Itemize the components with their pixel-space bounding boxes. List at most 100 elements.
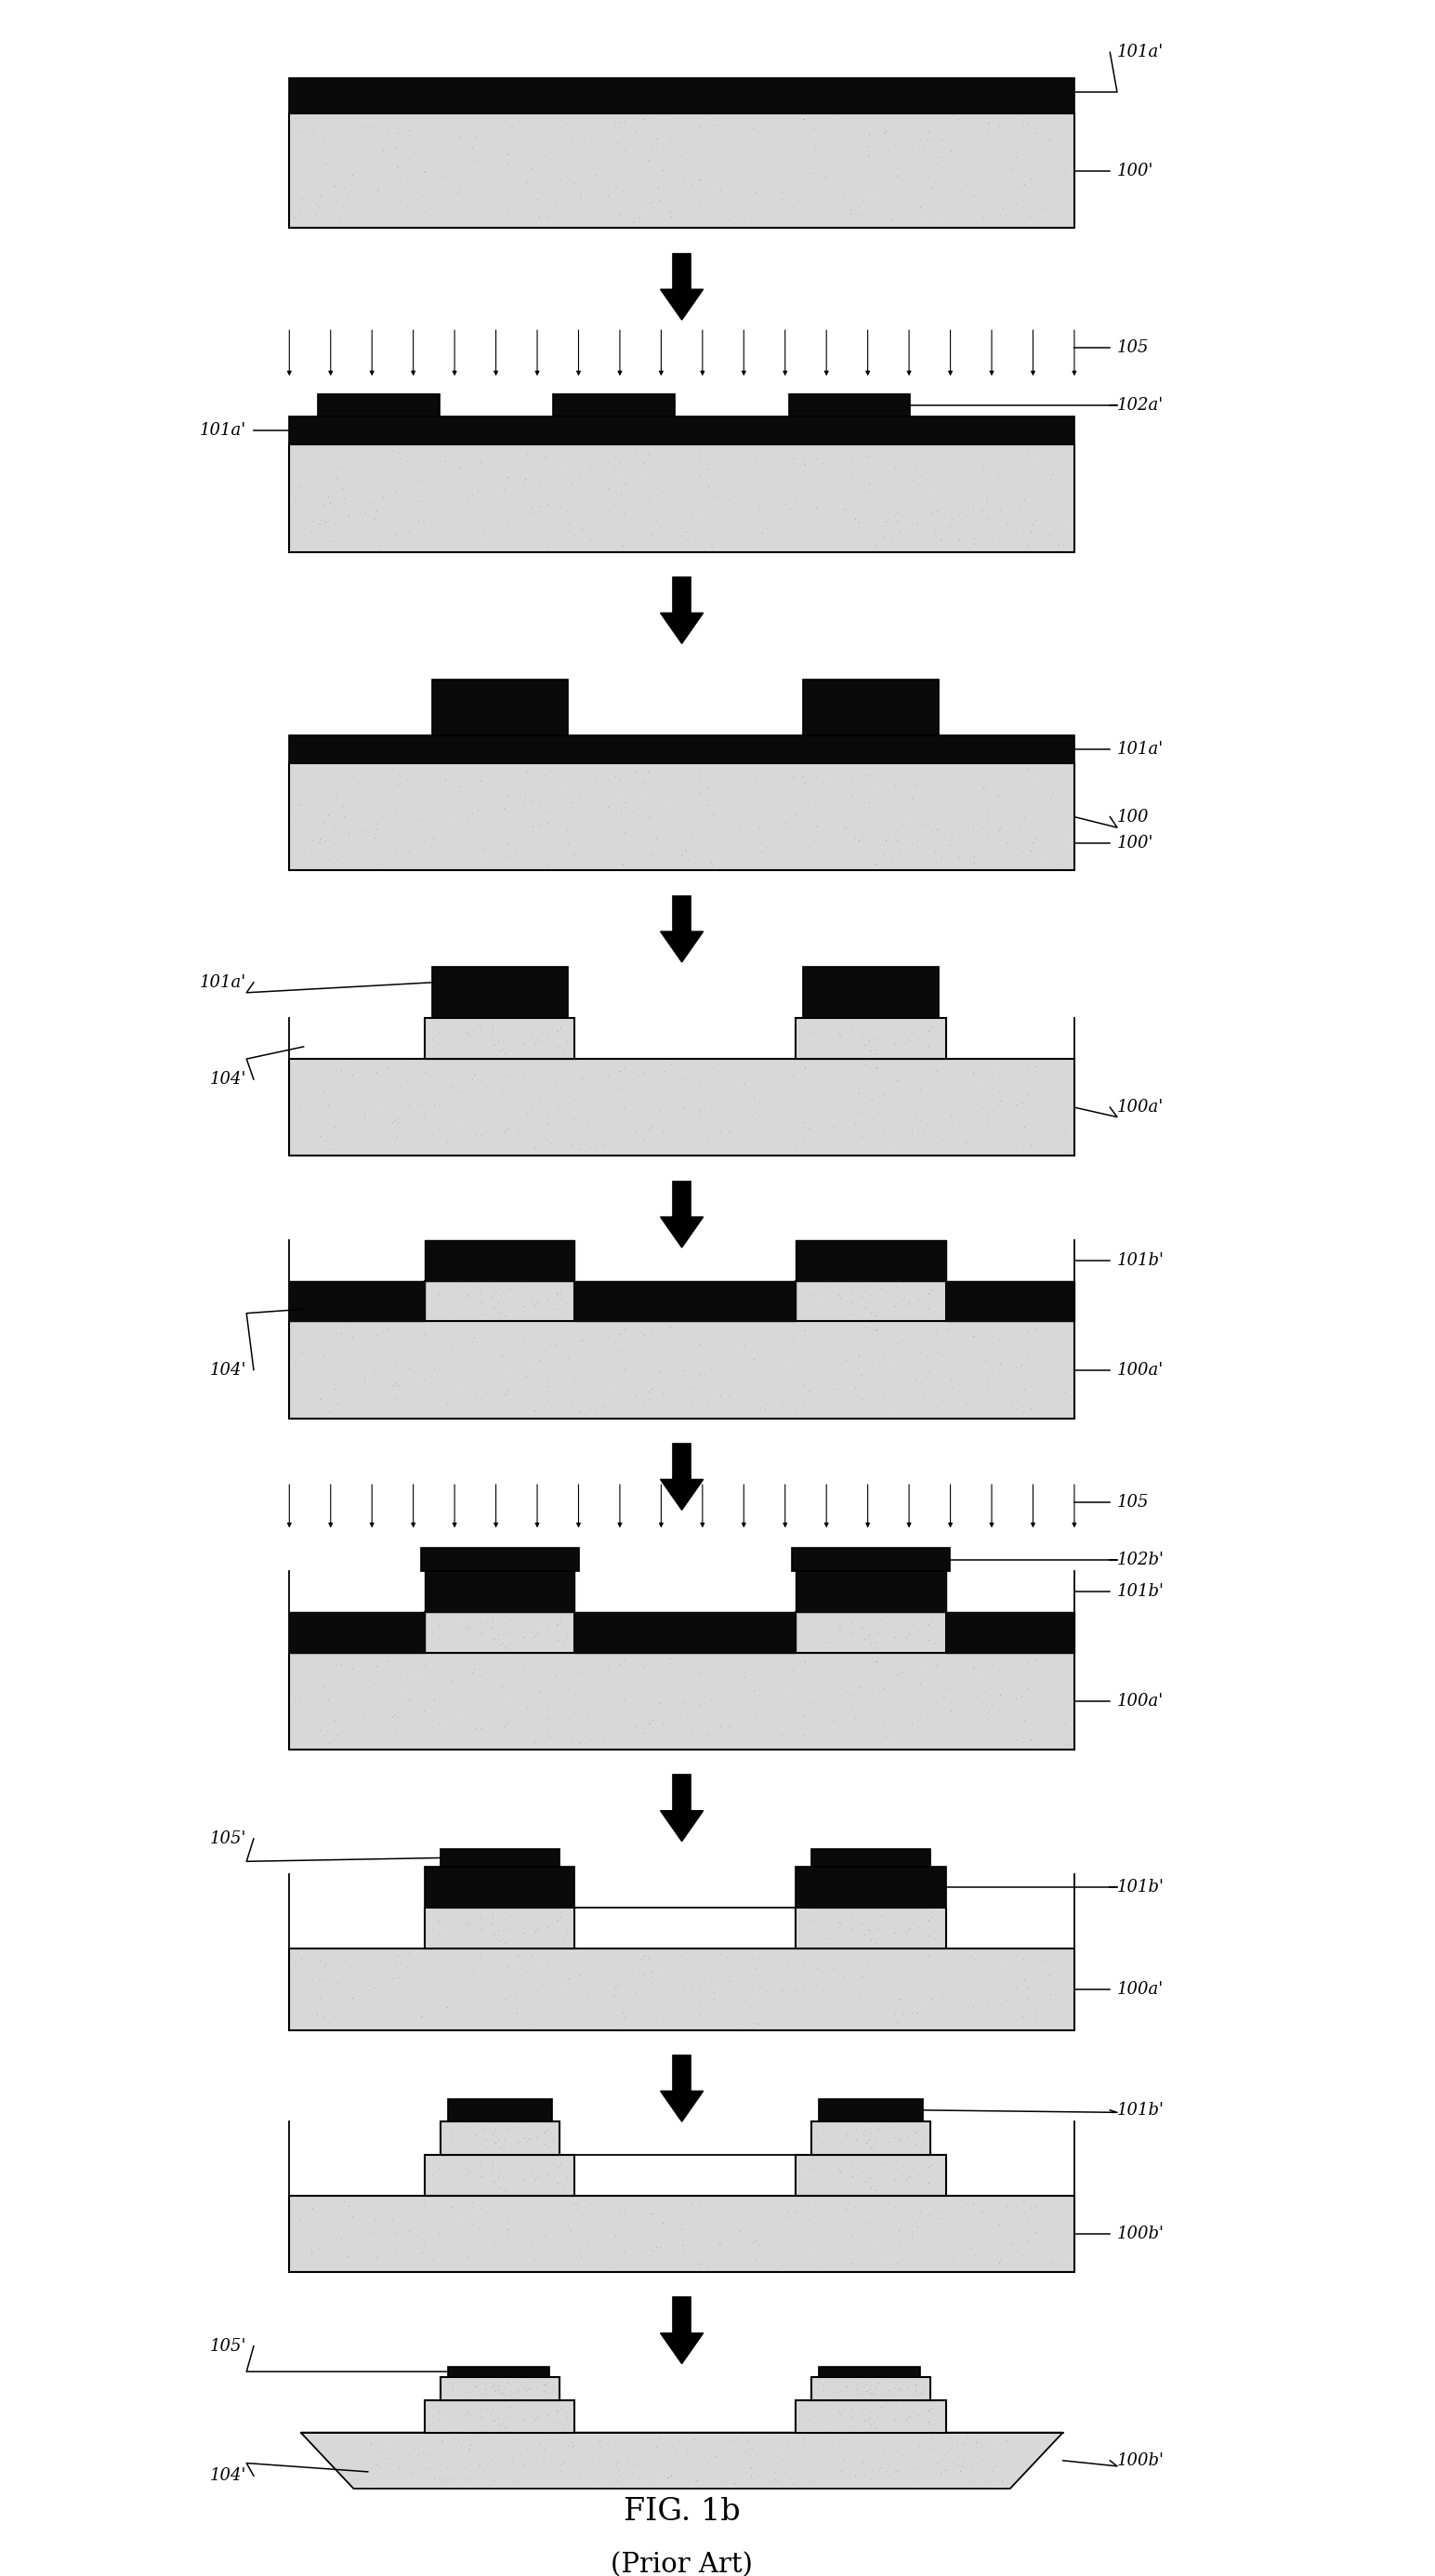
Point [776, 1940, 799, 1981]
Point [396, 1128, 419, 1170]
Point [637, 1703, 660, 1744]
Point [971, 147, 994, 188]
Point [854, 1306, 877, 1347]
Point [608, 103, 631, 144]
Point [891, 2154, 914, 2195]
Point [575, 1363, 598, 1404]
Point [794, 762, 817, 804]
Point [469, 1602, 492, 1643]
Point [545, 1012, 568, 1054]
Point [441, 2187, 464, 2228]
Point [971, 1350, 994, 1391]
Point [395, 1968, 418, 2009]
Point [861, 2450, 884, 2491]
Point [847, 2388, 870, 2429]
Point [850, 1092, 872, 1133]
Point [663, 2236, 686, 2277]
Point [512, 2117, 535, 2159]
Point [710, 2424, 733, 2465]
Point [1039, 167, 1062, 209]
Point [441, 2458, 464, 2499]
Point [670, 1935, 693, 1976]
Point [519, 1909, 542, 1950]
Point [715, 1074, 738, 1115]
Point [867, 822, 890, 863]
Point [799, 1909, 822, 1950]
Point [563, 2228, 585, 2269]
Point [1013, 1368, 1036, 1409]
Point [867, 1087, 890, 1128]
Point [613, 1641, 636, 1682]
Text: 104': 104' [210, 1363, 247, 1378]
Point [689, 1978, 712, 2020]
Point [508, 1860, 531, 1901]
Point [386, 1115, 409, 1157]
Point [751, 1649, 773, 1690]
Point [659, 755, 682, 796]
Point [540, 479, 563, 520]
Point [904, 1097, 927, 1139]
Point [986, 134, 1009, 175]
Point [1009, 167, 1032, 209]
Point [653, 783, 676, 824]
Point [448, 1365, 471, 1406]
Point [547, 1010, 570, 1051]
Point [443, 1623, 466, 1664]
Point [547, 1025, 570, 1066]
Point [930, 137, 953, 178]
Point [372, 796, 395, 837]
Point [604, 755, 627, 796]
Point [313, 144, 336, 185]
Point [382, 1695, 405, 1736]
Point [743, 155, 766, 196]
Point [446, 1028, 469, 1069]
Point [799, 1901, 822, 1942]
Point [837, 2367, 860, 2409]
Point [901, 1363, 924, 1404]
Point [885, 2115, 908, 2156]
Point [596, 2450, 618, 2491]
Point [973, 1324, 996, 1365]
Point [641, 1651, 664, 1692]
Point [359, 108, 382, 149]
Point [771, 173, 794, 214]
Point [462, 1899, 485, 1940]
Point [446, 1291, 469, 1332]
Point [999, 440, 1022, 482]
Point [456, 2391, 479, 2432]
Point [745, 1692, 768, 1734]
Point [961, 116, 984, 157]
Point [924, 1386, 947, 1427]
Point [363, 1664, 386, 1705]
Point [847, 2372, 870, 2414]
Point [844, 1698, 867, 1739]
Point [603, 2463, 626, 2504]
Point [920, 1896, 943, 1937]
Point [871, 2424, 894, 2465]
Point [850, 778, 872, 819]
Point [700, 1350, 723, 1391]
Point [848, 1976, 871, 2017]
Point [809, 765, 832, 806]
Point [600, 2434, 623, 2476]
Point [646, 500, 669, 541]
Point [941, 162, 964, 204]
Point [634, 1061, 657, 1103]
Point [443, 1919, 466, 1960]
Point [413, 1971, 436, 2012]
Point [709, 1935, 732, 1976]
Bar [804, 966, 938, 1018]
Point [525, 433, 548, 474]
Point [492, 1919, 515, 1960]
Point [534, 1332, 557, 1373]
Point [570, 2432, 593, 2473]
Point [689, 1324, 712, 1365]
Point [406, 433, 429, 474]
Point [538, 1103, 561, 1144]
Point [538, 196, 561, 237]
Point [442, 793, 465, 835]
Point [687, 1059, 710, 1100]
Point [891, 1613, 914, 1654]
Point [333, 479, 356, 520]
Point [552, 2166, 575, 2208]
